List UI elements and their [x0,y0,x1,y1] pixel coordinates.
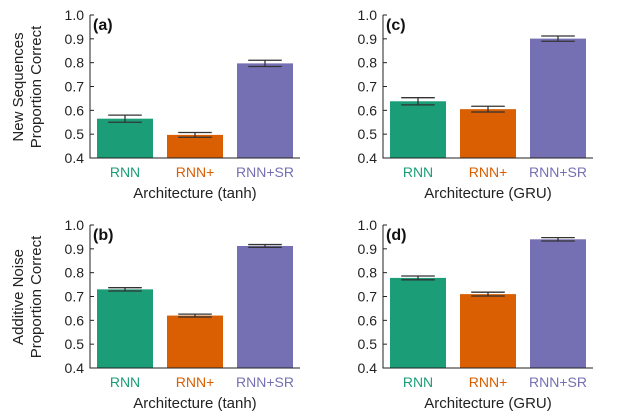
error-bar-a-0 [108,114,142,123]
x-axis-label-a: Architecture (tanh) [133,185,256,202]
y-tick-label-a-2: 0.6 [65,102,85,118]
error-bar-a-1 [178,131,212,138]
row-label-bottom-line1: Additive Noise [10,249,27,345]
x-axis-label-b: Architecture (tanh) [133,395,256,412]
panel-label-c: (c) [386,17,406,34]
category-label-d-0: RNN [403,374,433,390]
y-tick-label-a-3: 0.7 [65,79,85,95]
category-label-b-2: RNN+SR [236,374,294,390]
y-tick-label-b-1: 0.5 [65,336,85,352]
y-tick-label-a-6: 1.0 [65,7,85,23]
panel-label-a: (a) [93,17,113,34]
y-tick-label-c-1: 0.5 [358,126,378,142]
y-tick-label-c-6: 1.0 [358,7,378,23]
panel-b: RNN RNN+ RNN+SR 0.4 0.5 0.6 0.7 0.8 0.9 1.0 Archit… [65,217,300,412]
category-label-b-0: RNN [110,374,140,390]
row-label-top-line1: New Sequences [10,32,27,141]
error-bar-b-2 [248,243,282,249]
bar-b-0 [97,289,153,368]
bar-a-2 [237,63,293,158]
bar-b-2 [237,245,293,368]
y-tick-label-d-2: 0.6 [358,312,378,328]
bar-c-2 [530,38,586,158]
error-bar-d-0 [401,275,435,281]
bar-d-2 [530,239,586,368]
y-tick-label-a-4: 0.8 [65,55,85,71]
category-label-d-1: RNN+ [469,374,508,390]
y-tick-label-c-2: 0.6 [358,102,378,118]
y-tick-label-c-4: 0.8 [358,55,378,71]
bar-c-0 [390,101,446,158]
category-label-a-1: RNN+ [176,164,215,180]
y-tick-label-c-5: 0.9 [358,31,378,47]
error-bar-d-2 [541,236,575,242]
y-tick-label-b-0: 0.4 [65,360,85,376]
category-label-a-0: RNN [110,164,140,180]
row-label-top: New Sequences Proportion Correct [10,25,45,148]
y-tick-label-d-6: 1.0 [358,217,378,233]
y-tick-label-d-4: 0.8 [358,265,378,281]
error-bar-c-0 [401,97,435,106]
y-tick-label-b-3: 0.7 [65,289,85,305]
y-tick-label-b-4: 0.8 [65,265,85,281]
category-label-d-2: RNN+SR [529,374,587,390]
category-label-c-0: RNN [403,164,433,180]
panel-label-b: (b) [93,227,113,244]
y-tick-label-a-5: 0.9 [65,31,85,47]
y-tick-label-b-2: 0.6 [65,312,85,328]
y-tick-label-c-3: 0.7 [358,79,378,95]
y-tick-label-d-5: 0.9 [358,241,378,257]
y-tick-label-a-1: 0.5 [65,126,85,142]
panel-label-d: (d) [386,227,406,244]
y-tick-label-c-0: 0.4 [358,150,378,166]
panel-d: RNN RNN+ RNN+SR 0.4 0.5 0.6 0.7 0.8 0.9 1.0 Archit… [358,217,593,412]
error-bar-c-1 [471,105,505,113]
x-axis-label-d: Architecture (GRU) [424,395,552,412]
y-tick-label-b-5: 0.9 [65,241,85,257]
y-tick-label-b-6: 1.0 [65,217,85,233]
category-label-a-2: RNN+SR [236,164,294,180]
bar-c-1 [460,109,516,158]
row-label-bottom: Additive Noise Proportion Correct [10,235,45,358]
error-bar-a-2 [248,59,282,68]
error-bar-d-1 [471,291,505,297]
row-label-top-line2: Proportion Correct [28,25,45,148]
category-label-b-1: RNN+ [176,374,215,390]
y-tick-label-a-0: 0.4 [65,150,85,166]
row-label-bottom-line2: Proportion Correct [28,235,45,358]
bar-b-1 [167,315,223,368]
bar-d-0 [390,277,446,368]
y-tick-label-d-1: 0.5 [358,336,378,352]
panel-a: RNN RNN+ RNN+SR 0.4 0.5 0.6 0.7 0.8 0.9 1.0 Archit… [65,7,300,202]
y-tick-label-d-3: 0.7 [358,289,378,305]
bar-a-1 [167,134,223,158]
y-tick-label-d-0: 0.4 [358,360,378,376]
x-axis-label-c: Architecture (GRU) [424,185,552,202]
panel-c: RNN RNN+ RNN+SR 0.4 0.5 0.6 0.7 0.8 0.9 1.0 Archit… [358,7,593,202]
error-bar-b-0 [108,287,142,292]
category-label-c-1: RNN+ [469,164,508,180]
category-label-c-2: RNN+SR [529,164,587,180]
panels: RNN RNN+ RNN+SR 0.4 0.5 0.6 0.7 0.8 0.9 1.0 Archit… [65,7,593,412]
bar-d-1 [460,294,516,368]
error-bar-b-1 [178,313,212,318]
error-bar-c-2 [541,35,575,42]
bar-a-0 [97,118,153,158]
